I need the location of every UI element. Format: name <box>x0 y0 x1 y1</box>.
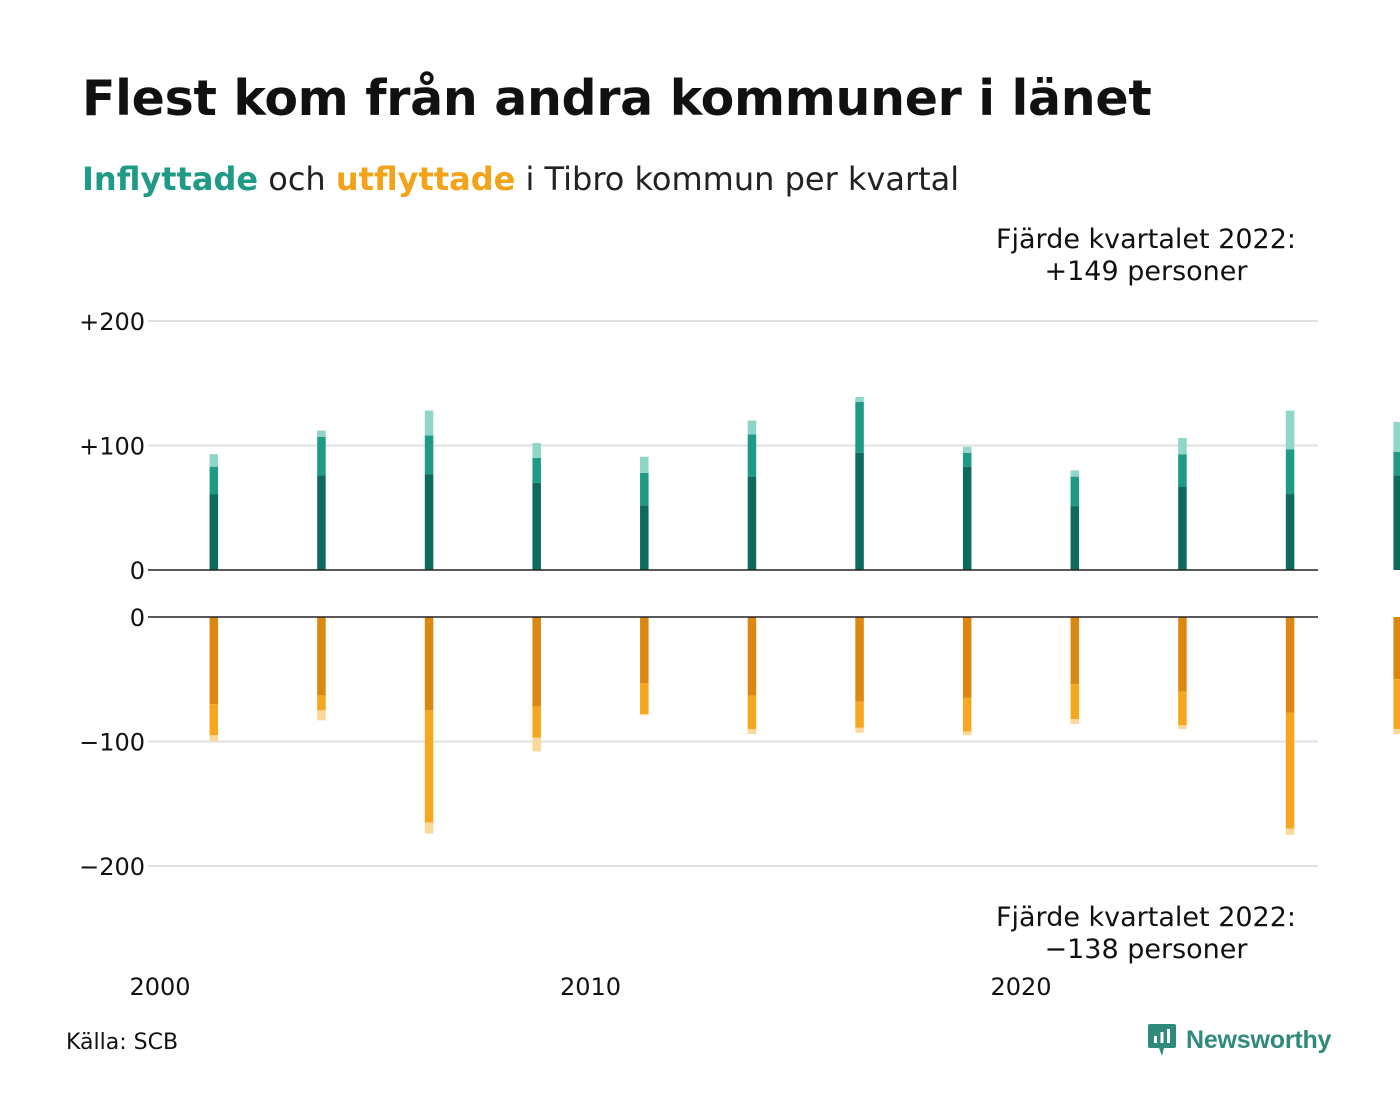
bar-out-other-counties <box>1285 712 1295 829</box>
bar-out-other-counties <box>317 695 326 711</box>
bar-out-other-counties <box>962 697 972 732</box>
bar-out-own-county <box>1393 617 1400 680</box>
bar-in-own-county <box>962 466 972 570</box>
bar-out-own-county <box>640 617 649 683</box>
bar-out-emigration <box>1070 719 1080 725</box>
bar-in-immigration <box>747 420 757 435</box>
bar-out-emigration <box>209 735 219 742</box>
top-annotation-line1: Fjärde kvartalet 2022: <box>995 224 1297 255</box>
bar-out-own-county <box>1285 617 1295 713</box>
bar-out-emigration <box>962 731 972 736</box>
bar-out-own-county <box>1070 617 1080 685</box>
bar-in-other-counties <box>1285 449 1295 495</box>
bar-out-own-county <box>317 617 326 696</box>
bar-out-emigration <box>1393 729 1400 735</box>
bar-in-immigration <box>855 396 864 402</box>
chart-title: Flest kom från andra kommuner i länet <box>82 70 1152 127</box>
bar-in-immigration <box>1178 438 1187 455</box>
bottom-annotation-line1: Fjärde kvartalet 2022: <box>995 902 1297 933</box>
bar-in-immigration <box>1070 470 1080 477</box>
bar-in-other-counties <box>962 452 972 467</box>
bar-out-emigration <box>532 737 541 752</box>
bar-out-emigration <box>424 822 434 834</box>
bar-in-own-county <box>317 475 326 570</box>
bar-in-other-counties <box>209 466 219 495</box>
bar-out-emigration <box>640 714 649 716</box>
y-tick-label-out: −200 <box>79 853 145 881</box>
bar-in-other-counties <box>317 436 326 476</box>
bar-in-other-counties <box>424 435 434 475</box>
brand-logo[interactable]: Newsworthy <box>1146 1022 1331 1058</box>
top-annotation-line2: +149 personer <box>1044 256 1248 287</box>
y-tick-label-in: 0 <box>130 557 145 585</box>
bar-in-own-county <box>1393 475 1400 570</box>
x-tick-label: 2020 <box>990 973 1051 1001</box>
newsworthy-logo-icon <box>1148 1024 1176 1056</box>
bar-in-immigration <box>532 443 541 458</box>
y-tick-label-in: +200 <box>79 308 145 336</box>
bar-in-own-county <box>855 452 864 570</box>
bar-in-immigration <box>317 430 326 437</box>
bottom-annotation: Fjärde kvartalet 2022: −138 personer <box>976 902 1316 966</box>
bar-out-other-counties <box>1393 679 1400 730</box>
bar-out-other-counties <box>1070 684 1080 720</box>
bar-in-immigration <box>1393 421 1400 452</box>
bar-out-other-counties <box>747 695 757 730</box>
bar-in-immigration <box>209 454 219 467</box>
bar-out-emigration <box>855 727 864 733</box>
bar-in-immigration <box>640 456 649 473</box>
bar-out-other-counties <box>855 701 864 728</box>
bar-in-other-counties <box>1070 476 1080 507</box>
subtitle-rest: i Tibro kommun per kvartal <box>515 160 960 198</box>
bar-in-own-county <box>532 482 541 570</box>
bar-in-other-counties <box>747 434 757 477</box>
bar-in-other-counties <box>855 401 864 453</box>
bar-out-own-county <box>532 617 541 707</box>
bar-out-other-counties <box>209 704 219 736</box>
bar-in-own-county <box>209 494 219 570</box>
bar-out-other-counties <box>640 682 649 715</box>
y-tick-label-out: −100 <box>79 729 145 757</box>
source-label: Källa: SCB <box>66 1030 179 1055</box>
bar-in-other-counties <box>1393 451 1400 476</box>
bar-in-immigration <box>1285 410 1295 450</box>
subtitle-middle: och <box>258 160 336 198</box>
bottom-annotation-line2: −138 personer <box>1044 934 1248 965</box>
bar-out-other-counties <box>532 706 541 738</box>
bar-out-own-county <box>747 617 757 696</box>
brand-name: Newsworthy <box>1186 1025 1332 1054</box>
subtitle-inflyttade: Inflyttade <box>82 160 259 198</box>
bar-in-immigration <box>962 446 972 453</box>
bar-out-own-county <box>1178 617 1187 692</box>
bar-out-emigration <box>1178 725 1187 730</box>
bar-in-own-county <box>1070 506 1080 570</box>
subtitle-utflyttade: utflyttade <box>335 160 516 198</box>
bar-out-own-county <box>424 617 434 711</box>
bar-in-other-counties <box>532 457 541 483</box>
bar-out-own-county <box>855 617 864 702</box>
bar-out-own-county <box>962 617 972 698</box>
bar-in-other-counties <box>1178 454 1187 487</box>
y-tick-label-out: 0 <box>130 604 145 632</box>
bar-out-other-counties <box>1178 691 1187 726</box>
bar-out-own-county <box>209 617 219 705</box>
bar-out-emigration <box>317 710 326 721</box>
x-tick-label: 2010 <box>560 973 621 1001</box>
bar-in-own-county <box>640 505 649 570</box>
bar-in-own-county <box>424 474 434 570</box>
bar-in-own-county <box>747 476 757 570</box>
bar-in-immigration <box>424 410 434 436</box>
bar-in-own-county <box>1178 486 1187 570</box>
bar-in-other-counties <box>640 472 649 506</box>
bar-in-own-county <box>1285 494 1295 570</box>
bar-out-emigration <box>747 729 757 735</box>
bar-out-emigration <box>1285 828 1295 835</box>
top-annotation: Fjärde kvartalet 2022: +149 personer <box>976 224 1316 288</box>
bar-out-other-counties <box>424 710 434 823</box>
x-tick-label: 2000 <box>129 973 190 1001</box>
y-tick-label-in: +100 <box>79 433 145 461</box>
chart-subtitle: Inflyttade och utflyttade i Tibro kommun… <box>82 160 959 198</box>
